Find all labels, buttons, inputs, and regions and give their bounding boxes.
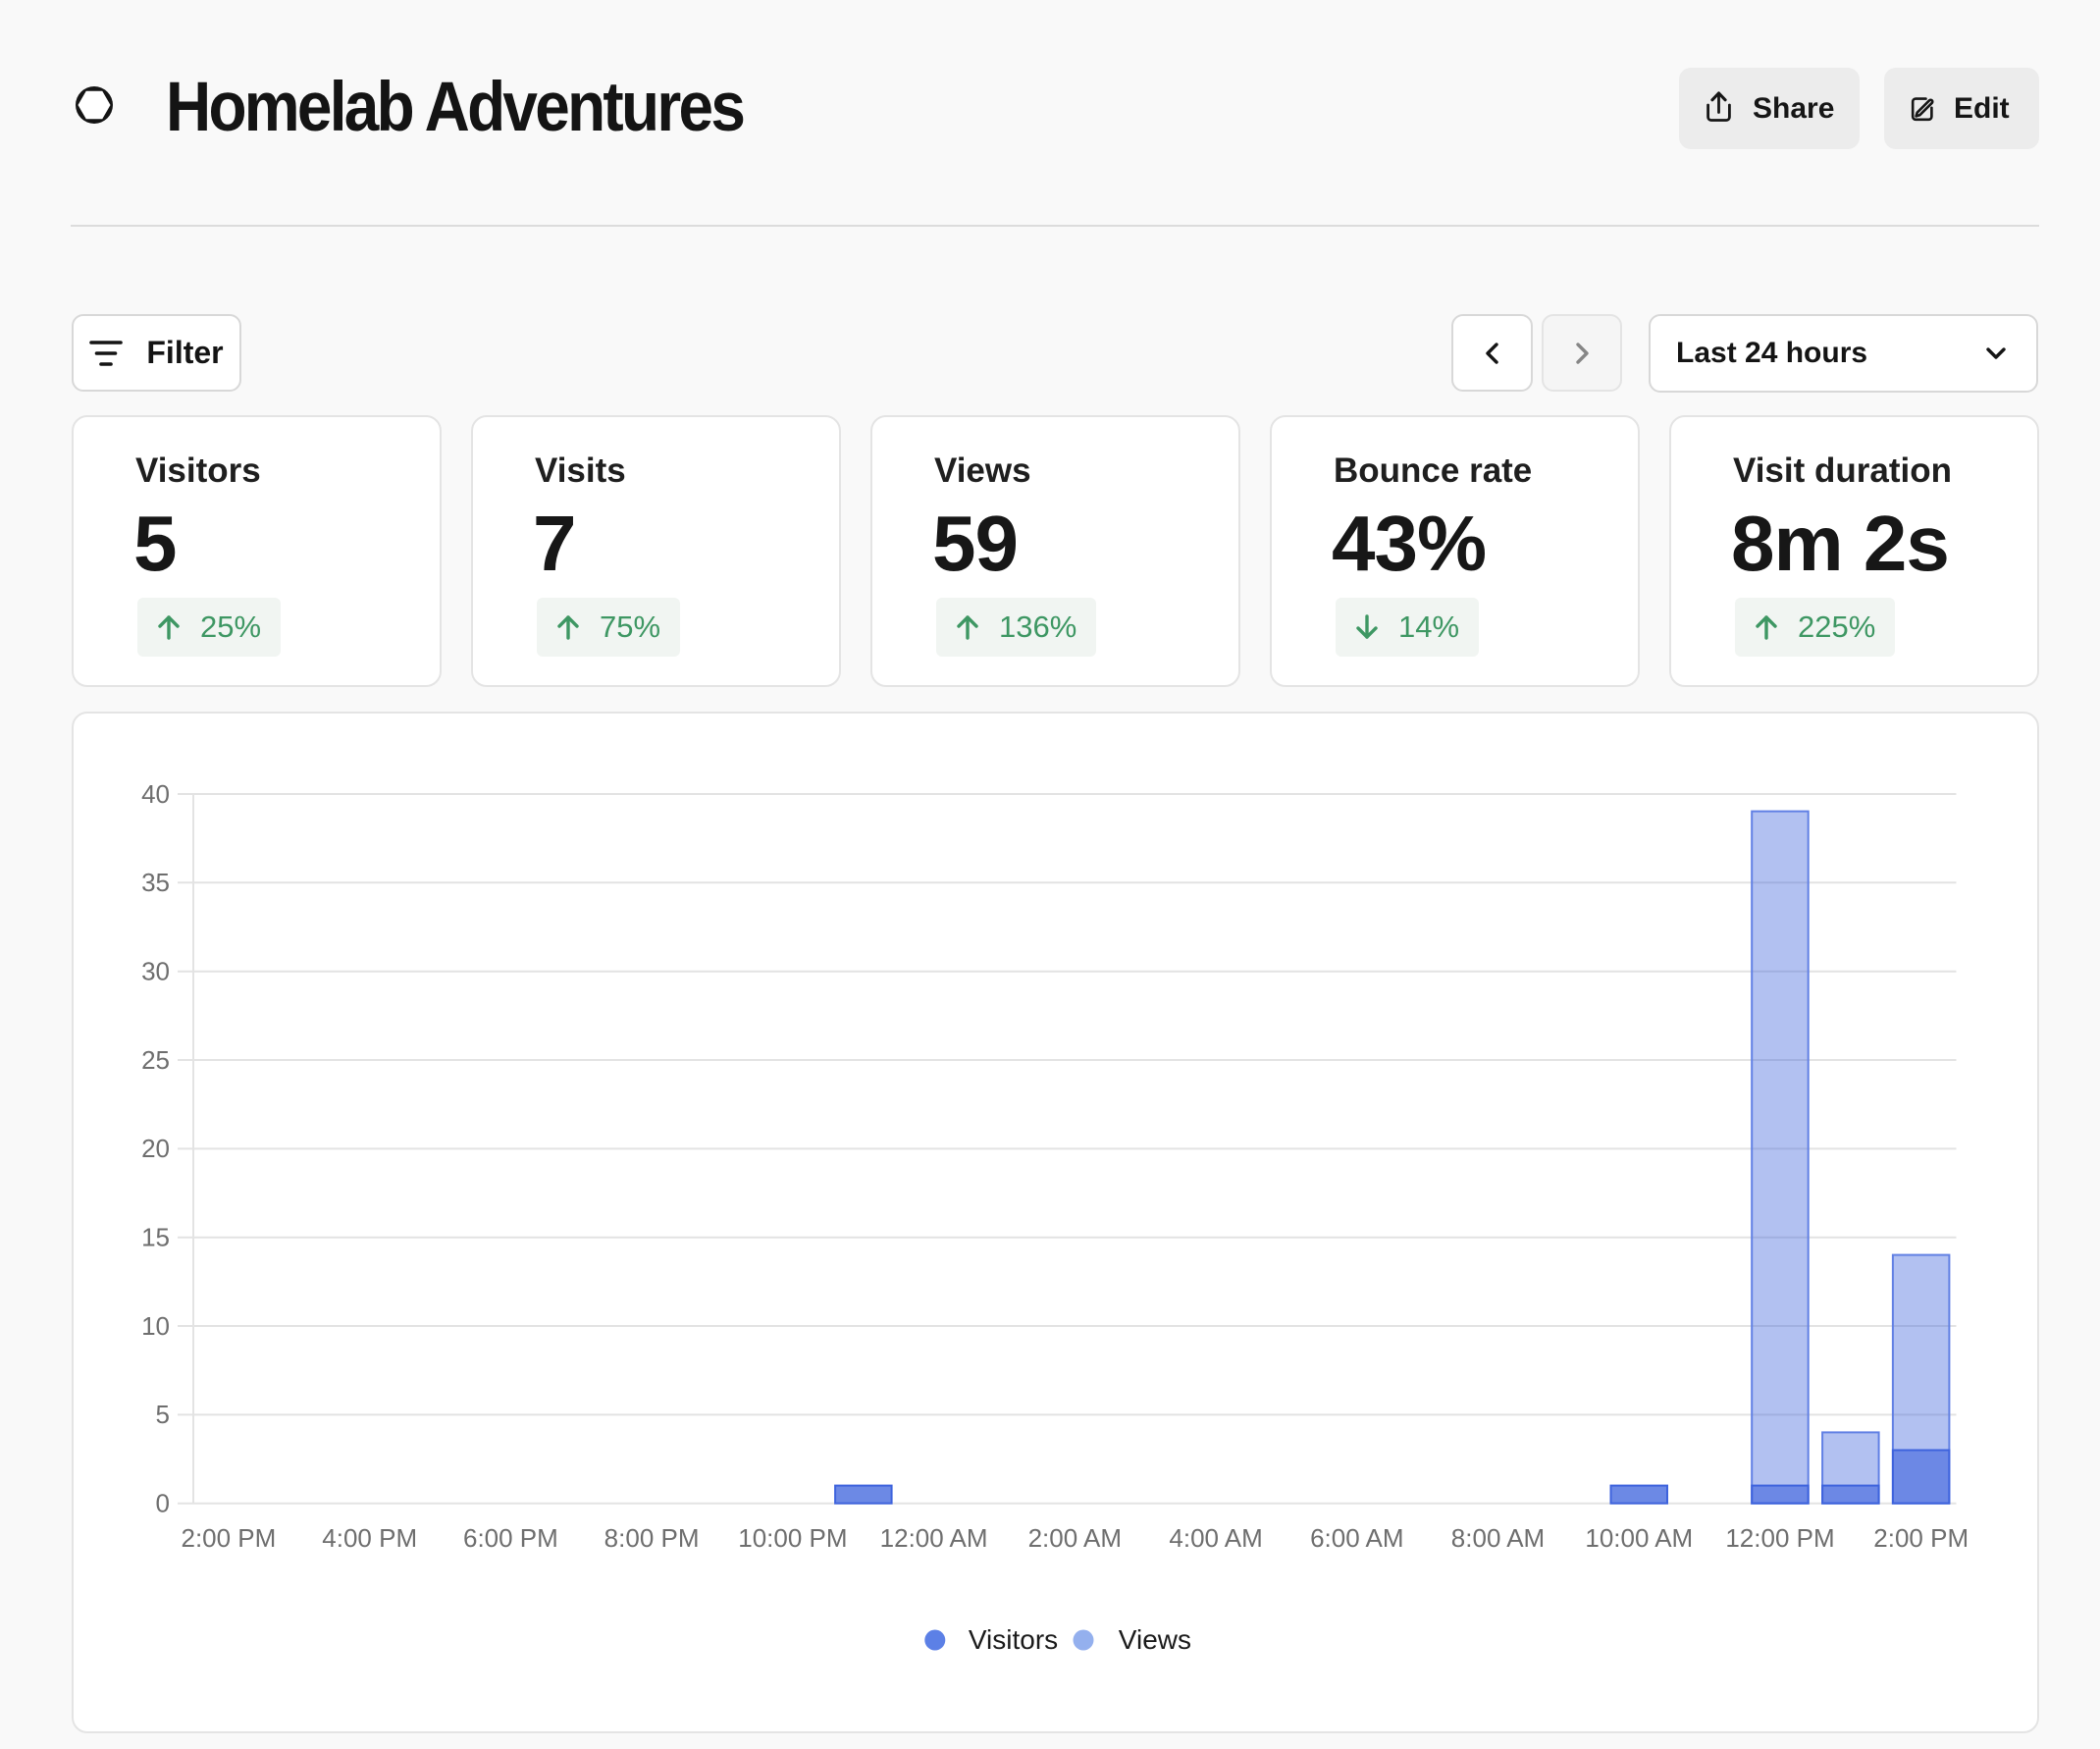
svg-text:15: 15: [141, 1223, 170, 1252]
svg-text:12:00 AM: 12:00 AM: [880, 1523, 988, 1553]
svg-text:25: 25: [141, 1045, 170, 1075]
svg-text:30: 30: [141, 957, 170, 986]
svg-text:Views: Views: [1119, 1624, 1191, 1655]
svg-text:Visitors: Visitors: [969, 1624, 1058, 1655]
svg-text:10: 10: [141, 1311, 170, 1341]
svg-text:2:00 PM: 2:00 PM: [181, 1523, 276, 1553]
svg-text:0: 0: [156, 1489, 170, 1518]
svg-text:12:00 PM: 12:00 PM: [1725, 1523, 1834, 1553]
svg-text:4:00 AM: 4:00 AM: [1169, 1523, 1262, 1553]
svg-text:8:00 AM: 8:00 AM: [1451, 1523, 1545, 1553]
svg-text:6:00 PM: 6:00 PM: [463, 1523, 558, 1553]
svg-text:2:00 AM: 2:00 AM: [1028, 1523, 1122, 1553]
svg-text:4:00 PM: 4:00 PM: [322, 1523, 417, 1553]
svg-text:5: 5: [156, 1400, 170, 1429]
svg-text:20: 20: [141, 1134, 170, 1163]
svg-text:10:00 AM: 10:00 AM: [1585, 1523, 1693, 1553]
svg-text:35: 35: [141, 868, 170, 897]
svg-text:40: 40: [141, 779, 170, 809]
svg-text:6:00 AM: 6:00 AM: [1310, 1523, 1403, 1553]
svg-text:2:00 PM: 2:00 PM: [1873, 1523, 1969, 1553]
svg-text:8:00 PM: 8:00 PM: [604, 1523, 700, 1553]
svg-text:10:00 PM: 10:00 PM: [738, 1523, 847, 1553]
